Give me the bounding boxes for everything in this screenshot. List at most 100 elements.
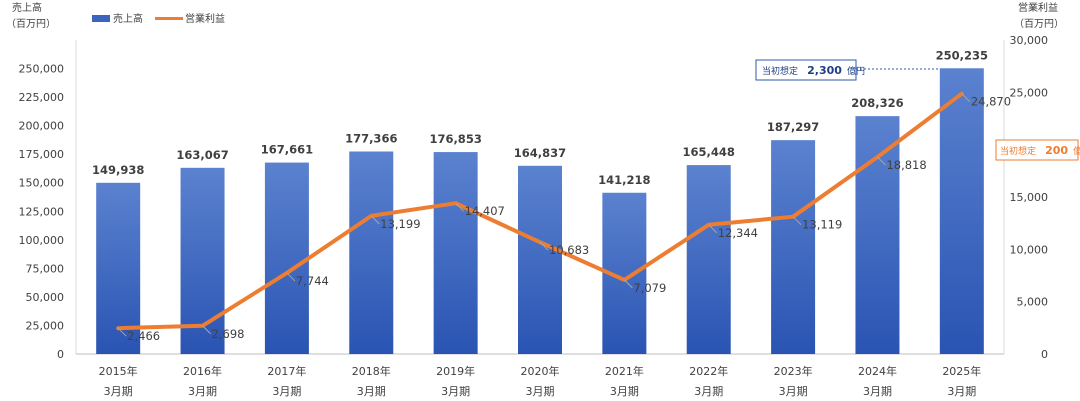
sales-forecast-value: 2,300: [807, 64, 842, 77]
sales-forecast-label: 当初想定: [762, 65, 798, 77]
x-category-year: 2015年: [99, 364, 138, 378]
line-data-labels: 2,466 2,698 7,744 13,199 14,407 10,683 7,079 12…: [117, 93, 1011, 343]
x-category-period: 3月期: [610, 385, 639, 398]
x-category-period: 3月期: [863, 385, 892, 398]
left-axis-unit: （百万円）: [6, 18, 56, 30]
sales-forecast-unit: 億円: [847, 65, 865, 77]
left-tick-label: 125,000: [19, 205, 65, 218]
line-label-leader: [286, 272, 296, 282]
right-axis-title: 営業利益: [1018, 1, 1058, 14]
right-tick-label: 25,000: [1010, 86, 1049, 99]
x-category-year: 2024年: [858, 364, 897, 378]
right-tick-label: 10,000: [1010, 243, 1049, 256]
bar: [518, 165, 562, 354]
bar-value-label: 141,218: [598, 173, 650, 187]
right-tick-label: 30,000: [1010, 34, 1049, 47]
left-tick-label: 25,000: [26, 319, 65, 332]
x-category-period: 3月期: [188, 385, 217, 398]
bar: [264, 162, 309, 354]
x-category-year: 2025年: [942, 364, 981, 378]
x-category-year: 2016年: [183, 364, 222, 378]
bar: [686, 165, 731, 354]
sales-forecast-annotation: 当初想定 2,300 億円: [755, 59, 940, 81]
bar-value-label: 187,297: [767, 120, 819, 134]
left-tick-label: 250,000: [19, 63, 65, 76]
bar-value-label: 177,366: [345, 131, 397, 145]
line-value-label: 2,466: [127, 329, 160, 343]
left-tick-label: 50,000: [26, 291, 65, 304]
x-category-period: 3月期: [526, 385, 555, 398]
left-tick-label: 75,000: [26, 262, 65, 275]
bar-value-label: 149,938: [92, 163, 144, 177]
bar-value-label: 165,448: [683, 145, 735, 159]
x-category-year: 2022年: [689, 364, 728, 378]
x-category-year: 2018年: [352, 364, 391, 378]
bar-value-label: 167,661: [261, 143, 313, 157]
x-category-period: 3月期: [947, 385, 976, 398]
line-label-leader: [961, 93, 971, 103]
legend: 売上高 営業利益: [92, 12, 225, 25]
bar-value-label: 163,067: [176, 148, 228, 162]
line-label-leader: [117, 327, 127, 337]
left-tick-label: 175,000: [19, 148, 65, 161]
bar: [433, 152, 478, 354]
bar-value-label: 250,235: [936, 48, 988, 62]
bar-value-label: 208,326: [851, 96, 903, 110]
profit-forecast-annotation: 当初想定 200 億円: [995, 139, 1080, 161]
bar-data-labels: 149,938 163,067 167,661 177,366 176,853 164,8…: [92, 48, 988, 186]
x-category-period: 3月期: [272, 385, 301, 398]
line-value-label: 7,744: [296, 274, 329, 288]
line-label-leader: [370, 215, 380, 225]
bar: [96, 182, 141, 354]
x-category-period: 3月期: [441, 385, 470, 398]
x-category-year: 2020年: [521, 364, 560, 378]
legend-line-label: 営業利益: [185, 12, 225, 25]
x-category-period: 3月期: [357, 385, 386, 398]
left-tick-label: 100,000: [19, 234, 65, 247]
bar-series: [96, 68, 984, 355]
line-value-label: 13,199: [380, 217, 420, 231]
x-category-period: 3月期: [694, 385, 723, 398]
right-axis-unit: （百万円）: [1014, 18, 1064, 30]
line-label-leader: [539, 241, 549, 251]
profit-forecast-text: 当初想定 200 億円: [1000, 139, 1080, 158]
right-tick-label: 5,000: [1017, 296, 1049, 309]
line-label-leader: [708, 224, 718, 234]
bar-value-label: 164,837: [514, 146, 566, 160]
bar: [855, 116, 900, 355]
left-tick-label: 225,000: [19, 91, 65, 104]
x-category-year: 2021年: [605, 364, 644, 378]
line-label-leader: [792, 216, 802, 226]
line-value-label: 10,683: [549, 243, 589, 257]
left-axis-title: 売上高: [12, 1, 42, 14]
x-category-period: 3月期: [104, 385, 133, 398]
sales-forecast-box: [755, 59, 857, 81]
line-value-label: 24,870: [971, 95, 1011, 109]
line-value-label: 18,818: [886, 158, 926, 172]
bar: [771, 140, 816, 354]
legend-bar-swatch: [92, 15, 110, 22]
line-label-leader: [624, 279, 633, 289]
line-label-leader: [455, 202, 464, 212]
x-category-period: 3月期: [779, 385, 808, 398]
bar-value-label: 176,853: [429, 132, 481, 146]
line-value-label: 14,407: [465, 204, 505, 218]
line-label-leader: [202, 325, 211, 335]
profit-forecast-box: [995, 139, 1079, 161]
x-category-year: 2017年: [267, 364, 306, 378]
profit-forecast-value: 200: [1045, 144, 1068, 157]
x-axis-categories: 2015年 3月期 2016年 3月期 2017年 3月期 2018年 3月期 2019年 3月期…: [99, 364, 982, 398]
left-tick-label: 150,000: [19, 177, 65, 190]
profit-forecast-unit: 億円: [1073, 145, 1080, 157]
x-category-year: 2019年: [436, 364, 475, 378]
line-label-leader: [877, 156, 886, 166]
bar: [349, 151, 394, 354]
line-value-label: 7,079: [633, 281, 666, 295]
sales-forecast-text: 当初想定 2,300 億円: [762, 59, 865, 78]
line-value-label: 12,344: [718, 226, 758, 240]
profit-forecast-label: 当初想定: [1000, 145, 1036, 157]
x-category-year: 2023年: [774, 364, 813, 378]
bar: [939, 68, 984, 354]
